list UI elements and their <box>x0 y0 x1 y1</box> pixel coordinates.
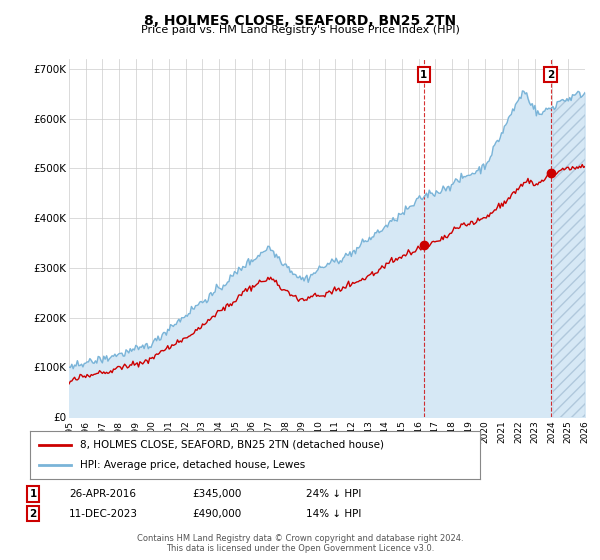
Text: 8, HOLMES CLOSE, SEAFORD, BN25 2TN (detached house): 8, HOLMES CLOSE, SEAFORD, BN25 2TN (deta… <box>79 440 383 450</box>
Text: £345,000: £345,000 <box>192 489 241 499</box>
Text: 8, HOLMES CLOSE, SEAFORD, BN25 2TN: 8, HOLMES CLOSE, SEAFORD, BN25 2TN <box>144 14 456 28</box>
Text: £490,000: £490,000 <box>192 508 241 519</box>
Text: 14% ↓ HPI: 14% ↓ HPI <box>306 508 361 519</box>
Text: 1: 1 <box>29 489 37 499</box>
Text: 2: 2 <box>547 69 554 80</box>
Text: 26-APR-2016: 26-APR-2016 <box>69 489 136 499</box>
Text: HPI: Average price, detached house, Lewes: HPI: Average price, detached house, Lewe… <box>79 460 305 470</box>
Text: Price paid vs. HM Land Registry's House Price Index (HPI): Price paid vs. HM Land Registry's House … <box>140 25 460 35</box>
Text: 24% ↓ HPI: 24% ↓ HPI <box>306 489 361 499</box>
Text: 1: 1 <box>420 69 427 80</box>
Text: Contains HM Land Registry data © Crown copyright and database right 2024.
This d: Contains HM Land Registry data © Crown c… <box>137 534 463 553</box>
Text: 2: 2 <box>29 508 37 519</box>
Text: 11-DEC-2023: 11-DEC-2023 <box>69 508 138 519</box>
